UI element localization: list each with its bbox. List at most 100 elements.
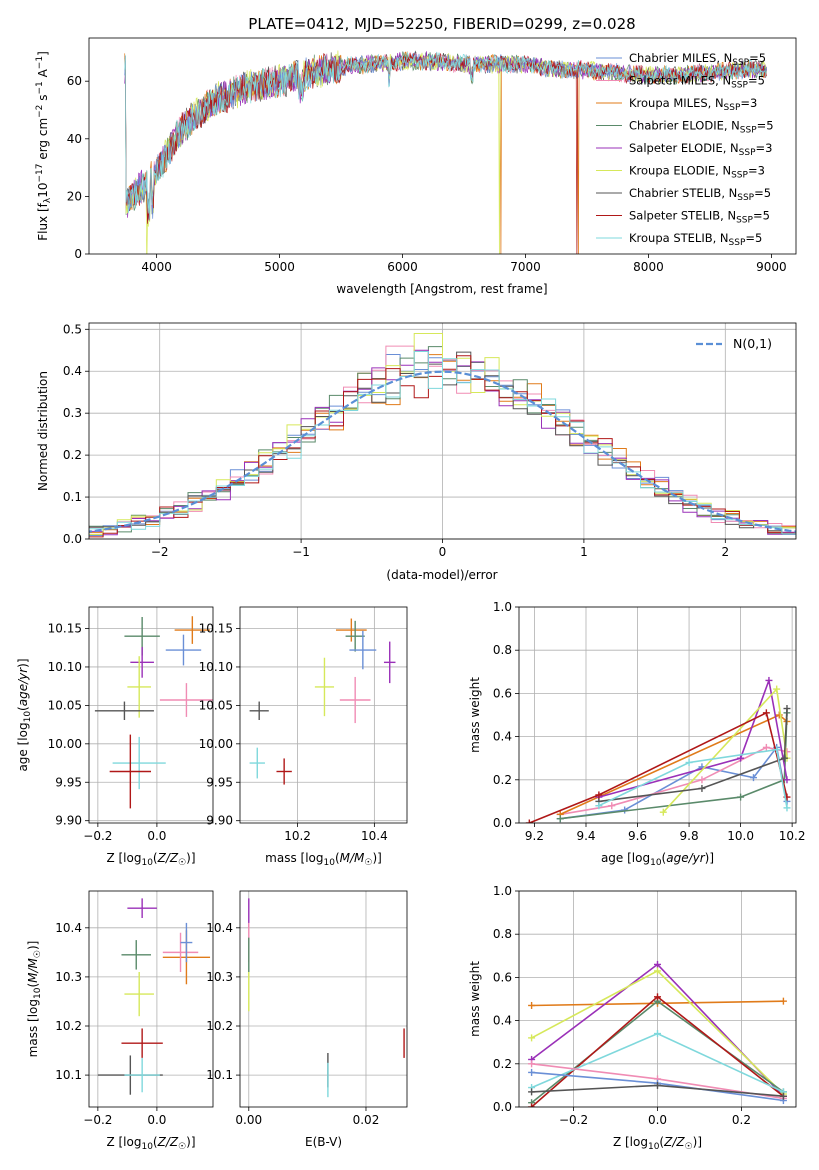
panel-weight-vs-z: −0.2 0.0 0.2 0.0 0.2 0.4 0.6 0.8 1.0 Z [log10(Z/Z… <box>468 884 797 1152</box>
y-tick-label: 10.05 <box>48 698 82 712</box>
y-tick-label: 60 <box>67 74 82 88</box>
y-axis-label: age [log10(age/yr)] <box>16 658 33 771</box>
axes-frame <box>518 606 797 824</box>
figure-title: PLATE=0412, MJD=52250, FIBERID=0299, z=0… <box>248 15 635 33</box>
panel-age-vs-mass: 10.2 10.4 9.90 9.95 10.00 10.05 10.10 10.15 mass… <box>199 606 408 868</box>
x-axis-label: mass [log10(M/M☉)] <box>265 851 382 868</box>
x-tick-label: 1 <box>580 545 588 559</box>
x-tick-label: 0.0 <box>147 829 166 843</box>
y-tick-label: 10.00 <box>48 737 82 751</box>
x-tick-label: 2 <box>721 545 729 559</box>
y-tick-label: 10.3 <box>55 970 82 984</box>
x-axis-label: wavelength [Angstrom, rest frame] <box>336 282 547 296</box>
y-tick-label: 10.15 <box>48 622 82 636</box>
y-tick-label: 0.0 <box>493 816 512 830</box>
axes-frame <box>239 606 408 824</box>
y-tick-label: 0 <box>74 247 82 261</box>
panel-age-vs-z: −0.2 0.0 9.90 9.95 10.00 10.05 10.10 10.15 Z [lo… <box>16 606 214 868</box>
x-tick-label: 7000 <box>510 260 541 274</box>
y-tick-label: 10.3 <box>206 970 233 984</box>
x-tick-label: 10.0 <box>727 829 754 843</box>
x-tick-label: 0.0 <box>147 1113 166 1127</box>
legend-entry: Chabrier MILES, NSSP=5 <box>629 51 766 68</box>
y-tick-label: 10.00 <box>199 737 233 751</box>
x-axis-label: E(B-V) <box>305 1135 342 1149</box>
x-tick-label: −1 <box>292 545 310 559</box>
y-axis-label: mass weight <box>468 677 482 753</box>
spectrum-line <box>124 50 767 254</box>
y-tick-label: 0.0 <box>493 1100 512 1114</box>
y-tick-label: 20 <box>67 189 82 203</box>
x-axis-label: Z [log10(Z/Z☉)] <box>613 1135 702 1152</box>
axes-frame <box>518 890 797 1108</box>
y-tick-label: 9.90 <box>206 814 233 828</box>
x-tick-label: −0.2 <box>83 1113 112 1127</box>
y-tick-label: 1.0 <box>493 600 512 614</box>
x-tick-label: 5000 <box>264 260 295 274</box>
y-tick-label: 0.4 <box>493 730 512 744</box>
x-tick-label: 0.2 <box>732 1113 751 1127</box>
y-axis-label: Flux [fλ10−17 erg cm−2 s−1 A−1] <box>35 51 53 241</box>
x-tick-label: 9.6 <box>628 829 647 843</box>
y-tick-label: 10.05 <box>199 698 233 712</box>
x-tick-label: 10.4 <box>361 829 388 843</box>
x-axis-label: age [log10(age/yr)] <box>601 851 714 868</box>
y-tick-label: 0.4 <box>63 364 82 378</box>
legend-entry: Chabrier ELODIE, NSSP=5 <box>629 119 774 136</box>
spectrum-line <box>124 51 767 220</box>
x-tick-label: 10.2 <box>284 829 311 843</box>
panel-residuals: −2 −1 0 1 2 0.0 0.1 0.2 0.3 0.4 0.5 N(0,1) (data-mod… <box>36 322 797 582</box>
axes-frame <box>88 37 797 255</box>
x-axis-label: (data-model)/error <box>386 568 497 582</box>
y-tick-label: 10.4 <box>206 921 233 935</box>
y-tick-label: 0.2 <box>63 448 82 462</box>
x-axis-label: Z [log10(Z/Z☉)] <box>106 1135 195 1152</box>
x-tick-label: 0 <box>439 545 447 559</box>
y-tick-label: 0.8 <box>493 927 512 941</box>
y-tick-label: 0.3 <box>63 406 82 420</box>
y-tick-label: 9.90 <box>55 814 82 828</box>
legend-entry: Kroupa MILES, NSSP=3 <box>629 96 757 113</box>
legend-entry: Salpeter STELIB, NSSP=5 <box>629 209 770 226</box>
legend-entry: Salpeter ELODIE, NSSP=3 <box>629 141 772 158</box>
spectrum-line <box>124 51 767 218</box>
series-line <box>598 708 788 803</box>
x-tick-label: −0.2 <box>559 1113 588 1127</box>
y-tick-label: 10.1 <box>55 1068 82 1082</box>
legend-entry: Salpeter MILES, NSSP=5 <box>629 74 765 91</box>
x-axis-label: Z [log10(Z/Z☉)] <box>106 851 195 868</box>
y-tick-label: 10.2 <box>55 1019 82 1033</box>
x-tick-label: −0.2 <box>83 829 112 843</box>
panel-mass-vs-z: −0.2 0.0 10.1 10.2 10.3 10.4 Z [log10(Z/Z☉)] ma… <box>26 890 214 1152</box>
y-tick-label: 10.2 <box>206 1019 233 1033</box>
x-tick-label: 4000 <box>141 260 172 274</box>
x-tick-label: 0.02 <box>353 1113 380 1127</box>
x-tick-label: 8000 <box>633 260 664 274</box>
x-tick-label: 0.0 <box>648 1113 667 1127</box>
y-tick-label: 0.6 <box>493 970 512 984</box>
y-tick-label: 9.95 <box>55 775 82 789</box>
y-tick-label: 1.0 <box>493 884 512 898</box>
y-tick-label: 0.8 <box>493 643 512 657</box>
x-tick-label: −2 <box>151 545 169 559</box>
plot-area-spectrum <box>124 50 767 254</box>
y-axis-label: Normed distribution <box>36 371 50 491</box>
legend-entry: Kroupa ELODIE, NSSP=3 <box>629 164 765 181</box>
y-tick-label: 0.2 <box>493 1057 512 1071</box>
series-line <box>529 711 788 823</box>
plot-area-residuals <box>89 333 796 538</box>
axes-frame <box>88 322 797 540</box>
y-tick-label: 10.1 <box>206 1068 233 1082</box>
legend-entry: Chabrier STELIB, NSSP=5 <box>629 186 771 203</box>
x-tick-label: 10.2 <box>779 829 806 843</box>
plot-area-weight-vs-z <box>528 960 787 1107</box>
y-tick-label: 40 <box>67 132 82 146</box>
x-tick-label: 6000 <box>387 260 418 274</box>
axes-frame <box>88 890 214 1108</box>
axes-frame <box>88 606 214 824</box>
legend-entry: N(0,1) <box>733 336 772 351</box>
y-tick-label: 10.15 <box>199 622 233 636</box>
panel-weight-vs-age: 9.2 9.4 9.6 9.8 10.0 10.2 0.0 0.2 0.4 0.6 0.8 1.0 ag… <box>468 600 805 868</box>
x-tick-label: 9000 <box>756 260 787 274</box>
